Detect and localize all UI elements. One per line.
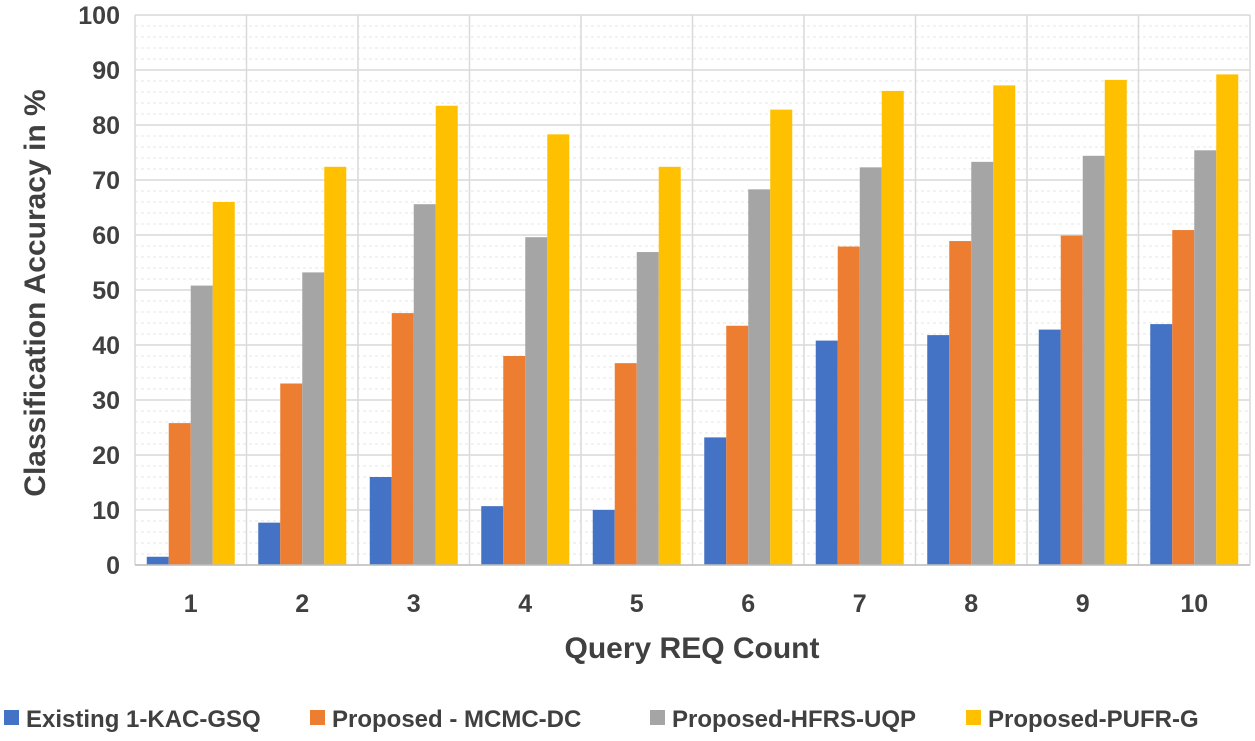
legend-swatch xyxy=(650,710,665,725)
y-tick-label: 30 xyxy=(92,387,120,415)
bar-proposed-mcmc-dc-9 xyxy=(1060,235,1083,566)
x-axis-title: Query REQ Count xyxy=(564,632,819,665)
bar-proposed-pufr-g-8 xyxy=(993,85,1016,566)
bars xyxy=(146,74,1239,566)
bar-existing-1-kac-gsq-7 xyxy=(815,340,838,565)
bar-proposed-mcmc-dc-4 xyxy=(503,356,526,565)
bar-proposed-mcmc-dc-10 xyxy=(1172,230,1195,566)
x-tick-label: 10 xyxy=(1180,590,1208,618)
bar-existing-1-kac-gsq-2 xyxy=(258,522,281,565)
bar-proposed-hfrs-uqp-5 xyxy=(636,252,659,566)
bar-proposed-pufr-g-6 xyxy=(770,109,793,565)
bar-proposed-mcmc-dc-2 xyxy=(280,383,303,565)
legend-label: Existing 1-KAC-GSQ xyxy=(26,706,261,733)
x-axis-ticks: 1 2 3 4 5 6 7 8 9 10 xyxy=(184,590,1208,618)
y-axis-ticks: 0 10 20 30 40 50 60 70 80 90 100 xyxy=(78,2,120,580)
x-tick-label: 8 xyxy=(964,590,978,618)
y-tick-label: 0 xyxy=(106,552,120,580)
bar-proposed-hfrs-uqp-7 xyxy=(859,167,882,565)
bar-proposed-mcmc-dc-1 xyxy=(168,423,191,565)
bar-existing-1-kac-gsq-10 xyxy=(1150,324,1173,565)
x-tick-label: 7 xyxy=(853,590,867,618)
y-tick-label: 10 xyxy=(92,497,120,525)
bar-existing-1-kac-gsq-5 xyxy=(592,510,615,565)
bar-proposed-hfrs-uqp-9 xyxy=(1082,155,1105,566)
x-tick-label: 2 xyxy=(295,590,309,618)
y-tick-label: 40 xyxy=(92,332,120,360)
bar-proposed-hfrs-uqp-2 xyxy=(302,272,325,565)
legend-label: Proposed-HFRS-UQP xyxy=(672,706,916,733)
bar-existing-1-kac-gsq-8 xyxy=(927,335,950,565)
bar-proposed-pufr-g-2 xyxy=(324,166,347,566)
bar-proposed-pufr-g-10 xyxy=(1216,74,1239,566)
bar-proposed-hfrs-uqp-4 xyxy=(525,237,548,565)
bar-proposed-mcmc-dc-8 xyxy=(949,241,972,566)
legend-swatch xyxy=(310,710,325,725)
bar-proposed-pufr-g-3 xyxy=(435,105,458,565)
bar-proposed-mcmc-dc-7 xyxy=(837,246,860,566)
bar-proposed-pufr-g-5 xyxy=(658,166,681,566)
y-tick-label: 70 xyxy=(92,167,120,195)
bar-proposed-hfrs-uqp-6 xyxy=(748,189,771,565)
legend-label: Proposed-PUFR-G xyxy=(988,706,1199,733)
bar-existing-1-kac-gsq-1 xyxy=(146,556,169,565)
y-axis-title: Classification Accuracy in % xyxy=(19,89,52,496)
bar-existing-1-kac-gsq-3 xyxy=(369,477,392,565)
y-tick-label: 20 xyxy=(92,442,120,470)
legend-swatch xyxy=(4,710,19,725)
bar-proposed-pufr-g-9 xyxy=(1104,79,1127,566)
bar-proposed-mcmc-dc-6 xyxy=(726,325,749,565)
x-tick-label: 6 xyxy=(741,590,755,618)
y-tick-label: 80 xyxy=(92,112,120,140)
bar-existing-1-kac-gsq-6 xyxy=(704,437,727,565)
y-tick-label: 50 xyxy=(92,277,120,305)
bar-proposed-pufr-g-4 xyxy=(547,134,570,565)
legend: Existing 1-KAC-GSQ Proposed - MCMC-DC Prop… xyxy=(4,706,1199,733)
bar-proposed-hfrs-uqp-8 xyxy=(971,161,994,565)
y-tick-label: 60 xyxy=(92,222,120,250)
bar-proposed-hfrs-uqp-10 xyxy=(1194,150,1217,566)
legend-swatch xyxy=(966,710,981,725)
bar-existing-1-kac-gsq-9 xyxy=(1038,329,1061,565)
bar-proposed-hfrs-uqp-1 xyxy=(190,285,213,565)
y-tick-label: 90 xyxy=(92,57,120,85)
x-tick-label: 3 xyxy=(407,590,421,618)
x-tick-label: 4 xyxy=(518,590,532,618)
bar-proposed-mcmc-dc-3 xyxy=(391,313,414,565)
x-tick-label: 5 xyxy=(630,590,644,618)
y-tick-label: 100 xyxy=(78,2,120,30)
x-tick-label: 9 xyxy=(1076,590,1090,618)
bar-proposed-pufr-g-1 xyxy=(212,202,235,565)
x-tick-label: 1 xyxy=(184,590,198,618)
bar-proposed-mcmc-dc-5 xyxy=(614,363,637,565)
bar-existing-1-kac-gsq-4 xyxy=(481,506,504,565)
bar-proposed-pufr-g-7 xyxy=(881,90,904,566)
bar-proposed-hfrs-uqp-3 xyxy=(413,204,436,565)
legend-label: Proposed - MCMC-DC xyxy=(332,706,581,733)
